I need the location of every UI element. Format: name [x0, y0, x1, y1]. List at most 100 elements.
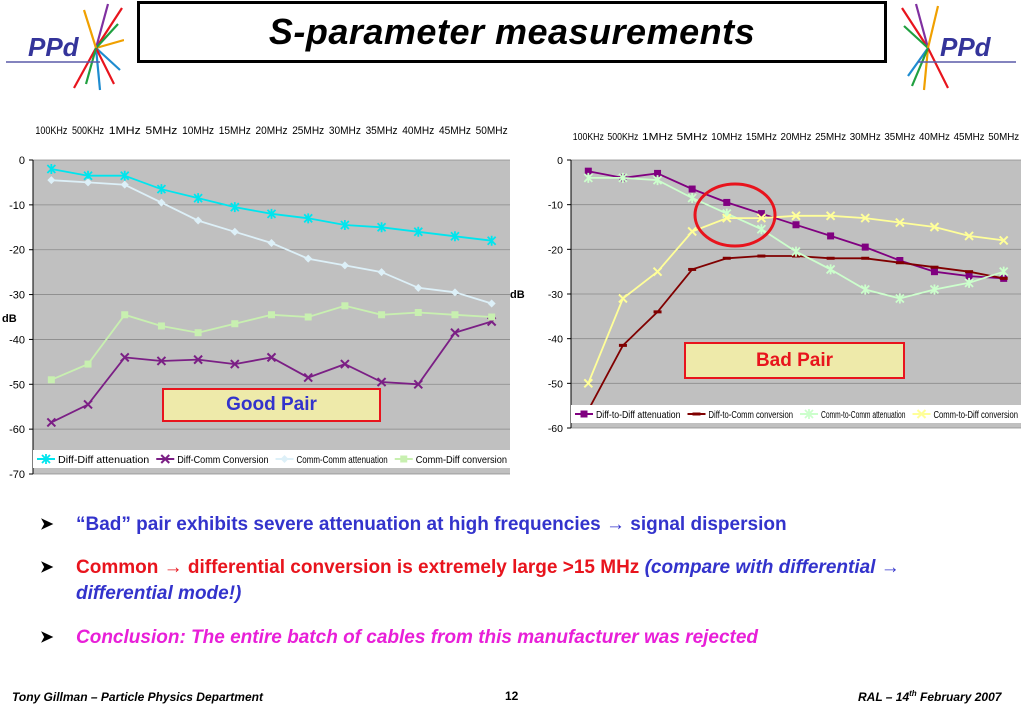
- good-pair-label: Good Pair: [162, 388, 381, 422]
- left-chart-data-point: [487, 299, 496, 308]
- right-chart-ytick-label: -40: [548, 334, 563, 346]
- left-chart-legend-label: Comm-Comm attenuation: [297, 454, 388, 466]
- bullet-2-text: Common → differential conversion is extr…: [76, 555, 976, 607]
- right-chart-series-2: [583, 172, 1009, 304]
- bad-pair-label: Bad Pair: [684, 342, 905, 379]
- left-chart-data-point: [340, 359, 350, 369]
- left-chart-legend-label: Comm-Diff conversion: [416, 454, 507, 466]
- right-chart-ylabel: dB: [510, 289, 525, 301]
- right-chart-xtick-label: 45MHz: [954, 131, 985, 143]
- left-chart-data-point: [83, 399, 93, 410]
- right-chart-ytick-label: -60: [548, 423, 563, 434]
- left-chart-data-point: [414, 283, 423, 292]
- left-chart-data-point: [84, 360, 92, 368]
- left-chart-xtick-label: 10MHz: [182, 125, 214, 137]
- left-chart-data-point: [194, 329, 202, 337]
- right-chart-legend-box: [571, 405, 1021, 423]
- footer-right: RAL – 14th February 2007: [858, 689, 1001, 704]
- left-chart-data-point: [266, 208, 277, 219]
- left-chart-xtick-label: 30MHz: [329, 125, 361, 137]
- left-chart-data-point: [488, 313, 496, 321]
- left-chart-data-point: [450, 288, 459, 297]
- right-chart-xtick-label: 20MHz: [781, 131, 812, 143]
- right-chart-data-point: [618, 293, 628, 304]
- right-chart-data-point: [965, 270, 974, 274]
- right-chart-data-point: [861, 243, 869, 251]
- right-chart-ytick-label: -20: [548, 244, 563, 256]
- left-chart-ytick-label: -40: [9, 334, 25, 346]
- left-chart-data-point: [84, 178, 93, 187]
- left-chart-data-point: [46, 163, 56, 174]
- right-chart-legend-label: Comm-to-Comm attenuation: [821, 410, 906, 421]
- left-chart-xtick-label: 20MHz: [256, 125, 288, 137]
- left-chart-data-point: [341, 302, 349, 310]
- right-chart-data-point: [688, 185, 696, 193]
- left-chart-data-point: [413, 226, 423, 237]
- left-chart-data-point: [266, 352, 277, 363]
- right-chart-legend-marker: [692, 412, 701, 416]
- left-chart-data-point: [47, 176, 56, 185]
- right-chart-data-point: [584, 167, 592, 175]
- slide-title: S-parameter measurements: [268, 11, 756, 52]
- left-chart-ytick-label: -10: [9, 200, 25, 212]
- left-chart-data-point: [230, 359, 240, 369]
- right-chart-ytick-label: 0: [557, 155, 563, 167]
- right-chart-data-point: [860, 213, 870, 223]
- left-chart-data-point: [376, 377, 387, 387]
- left-chart-data-point: [487, 235, 497, 246]
- right-chart-legend-label: Diff-to-Diff attenuation: [596, 410, 681, 421]
- left-chart-legend-marker: [280, 455, 289, 463]
- left-chart-legend-box: [33, 450, 510, 468]
- right-chart-xtick-label: 35MHz: [884, 131, 915, 143]
- right-chart-ytick-label: -50: [548, 378, 563, 390]
- right-chart-data-point: [757, 254, 766, 258]
- right-chart-data-point: [583, 172, 593, 183]
- right-chart-data-point: [791, 211, 801, 221]
- svg-text:PPd: PPd: [940, 32, 992, 62]
- left-chart-xtick-label: 45MHz: [439, 125, 471, 137]
- good-pair-label-text: Good Pair: [226, 394, 317, 415]
- footer-right-sup: th: [909, 689, 917, 698]
- left-chart-data-point: [304, 254, 313, 263]
- left-chart-xtick-label: 50MHz: [476, 125, 508, 137]
- footer-right-suffix: February 2007: [916, 690, 1002, 704]
- right-chart-data-point: [652, 266, 663, 277]
- left-chart-data-point: [193, 193, 203, 204]
- left-chart-ytick-label: -30: [9, 290, 25, 302]
- right-chart-data-point: [722, 213, 732, 223]
- left-chart-xtick-label: 1MHz: [109, 125, 141, 137]
- left-chart-data-point: [231, 320, 239, 328]
- left-chart-data-point: [120, 170, 130, 181]
- right-chart-xtick-label: 25MHz: [815, 131, 846, 143]
- right-chart-data-point: [757, 210, 765, 218]
- left-chart-data-point: [157, 322, 165, 330]
- bullet-3-text: Conclusion: The entire batch of cables f…: [76, 627, 759, 648]
- right-chart-ytick-label: -10: [548, 200, 563, 212]
- right-chart-data-point: [860, 284, 870, 295]
- left-chart-ytick-label: -20: [9, 245, 25, 257]
- left-chart-series-1: [46, 316, 497, 428]
- left-chart-xtick-label: 100KHz: [35, 125, 67, 137]
- left-chart-xtick-label: 500KHz: [72, 125, 104, 137]
- right-chart-xtick-label: 5MHz: [677, 131, 708, 143]
- left-chart-data-point: [303, 213, 313, 224]
- left-chart-data-point: [413, 379, 423, 389]
- right-chart-legend-marker: [804, 409, 814, 419]
- left-chart-data-point: [121, 311, 129, 319]
- right-chart-data-point: [825, 264, 836, 275]
- footer-left: Tony Gillman – Particle Physics Departme…: [12, 690, 263, 704]
- left-chart-ytick-label: -60: [9, 424, 25, 436]
- bullet-1-text: “Bad” pair exhibits severe attenuation a…: [76, 514, 787, 535]
- left-chart-legend-marker: [400, 455, 408, 463]
- right-chart-data-point: [999, 276, 1008, 280]
- left-chart-data-point: [304, 313, 312, 321]
- right-chart-data-point: [618, 172, 628, 183]
- left-chart-data-point: [47, 376, 55, 384]
- left-chart-data-point: [194, 216, 203, 225]
- right-chart-xtick-label: 10MHz: [711, 131, 742, 143]
- left-chart-legend-marker: [160, 454, 170, 464]
- left-chart-data-point: [451, 311, 459, 319]
- left-chart-data-point: [156, 184, 167, 195]
- right-chart-xtick-label: 50MHz: [988, 131, 1019, 143]
